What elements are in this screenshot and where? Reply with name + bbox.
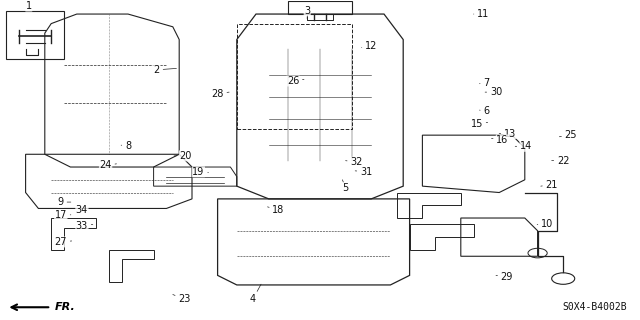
Text: 17: 17 (54, 210, 71, 220)
Text: 3: 3 (304, 6, 310, 19)
Text: 1: 1 (26, 1, 32, 11)
Text: S0X4-B4002B: S0X4-B4002B (563, 302, 627, 312)
Text: 12: 12 (362, 41, 378, 51)
Text: 15: 15 (470, 119, 488, 129)
Text: 7: 7 (479, 77, 490, 88)
Text: 29: 29 (496, 272, 513, 282)
Text: 22: 22 (552, 156, 570, 166)
Text: 20: 20 (174, 151, 192, 161)
Text: 32: 32 (346, 157, 363, 167)
Text: FR.: FR. (54, 302, 75, 312)
Text: 6: 6 (479, 106, 490, 116)
Text: 4: 4 (250, 284, 261, 304)
Text: 25: 25 (559, 130, 577, 140)
Text: 14: 14 (515, 141, 532, 151)
Text: 24: 24 (99, 160, 116, 171)
Text: 23: 23 (173, 294, 191, 304)
Bar (237, 24, 352, 129)
Bar (6, 11, 64, 59)
Text: 28: 28 (211, 89, 229, 99)
Text: 18: 18 (268, 205, 285, 215)
Text: 10: 10 (537, 220, 554, 229)
Text: 11: 11 (474, 9, 490, 19)
Text: 27: 27 (54, 237, 72, 247)
Text: 34: 34 (76, 205, 93, 215)
Text: 30: 30 (485, 87, 502, 97)
Text: 31: 31 (355, 167, 372, 177)
Text: 8: 8 (121, 141, 131, 151)
Text: 26: 26 (287, 76, 304, 86)
Text: 9: 9 (58, 197, 71, 207)
Text: 19: 19 (192, 167, 209, 177)
Text: 13: 13 (499, 129, 516, 139)
Text: 5: 5 (342, 180, 349, 193)
Text: 33: 33 (76, 221, 93, 231)
Text: 2: 2 (154, 65, 177, 75)
Text: 21: 21 (541, 180, 558, 189)
Text: 16: 16 (492, 135, 509, 145)
